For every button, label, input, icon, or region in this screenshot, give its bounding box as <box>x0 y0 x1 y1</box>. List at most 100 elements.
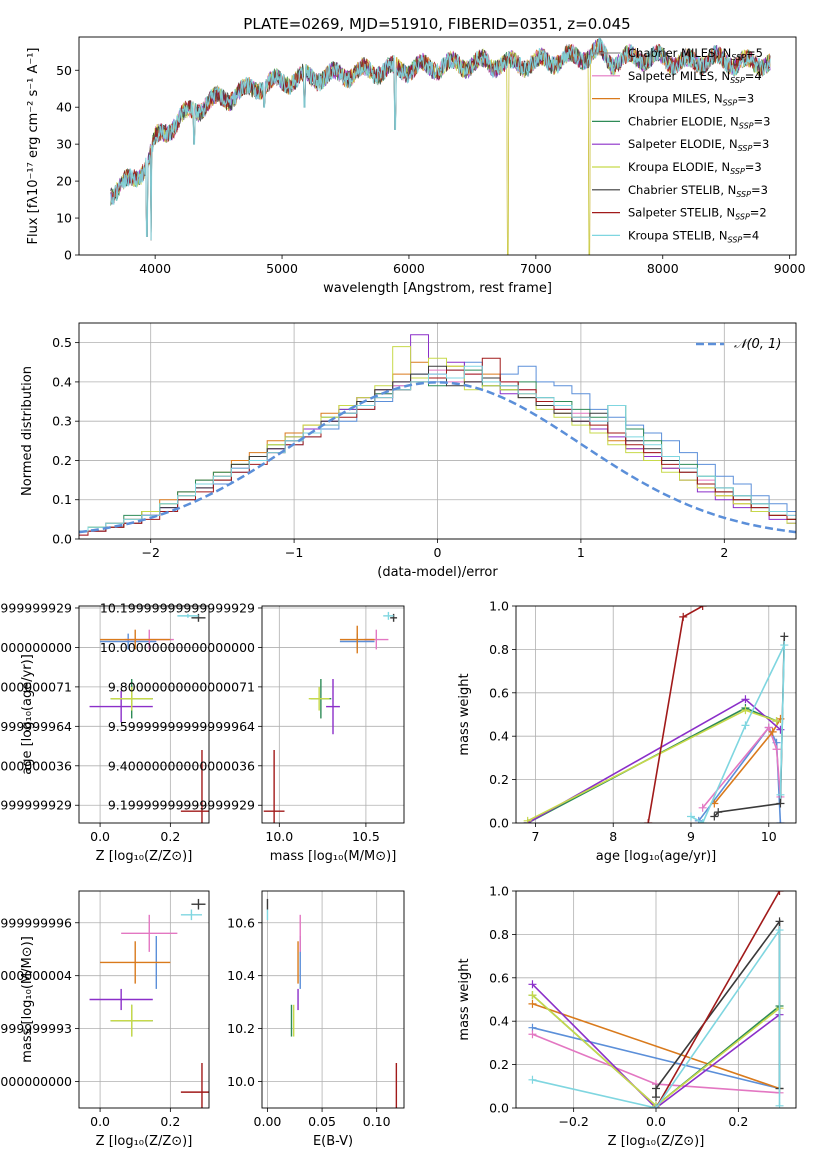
errorbar-point-3 <box>100 629 171 650</box>
legend-prefix: Kroupa MILES, N <box>628 92 723 106</box>
x-axis-label: age [log₁₀(age/yr)] <box>596 849 717 864</box>
weight-marker <box>776 819 785 823</box>
x-tick-label: −0.2 <box>558 1114 588 1129</box>
y-tick-label: 9.19999999999999929 <box>0 798 72 813</box>
x-tick-label: 7000 <box>520 261 552 276</box>
y-axis-label: mass [log₁₀(M/M⊙)] <box>20 936 35 1063</box>
weight-marker <box>775 1101 784 1108</box>
errorbar-point-2 <box>121 914 178 952</box>
y-tick-label: 10.19999999999999929 <box>100 600 255 615</box>
spectrum-series <box>110 37 771 255</box>
weight-line-1 <box>532 1026 780 1090</box>
errorbar-point-6 <box>308 686 330 711</box>
y-tick-label: 10.4000000000000004 <box>0 968 72 983</box>
weight-line-5 <box>527 698 781 823</box>
y-tick-label: 50 <box>56 63 72 78</box>
y-tick-label: 10.6 <box>227 915 255 930</box>
weight-marker <box>775 926 784 935</box>
x-tick-label: 5000 <box>266 261 298 276</box>
plot-frame <box>515 890 797 1109</box>
errorbar-point-5 <box>89 988 153 1011</box>
y-tick-label: 0.8 <box>489 642 509 657</box>
age-vs-mass-points <box>263 611 398 823</box>
errorbar-point-5 <box>89 690 153 723</box>
weight-marker <box>698 803 707 812</box>
legend-prefix: Salpeter ELODIE, N <box>628 137 738 151</box>
legend-suffix: =3 <box>745 160 762 174</box>
x-tick-label: 0.0 <box>90 829 110 844</box>
weight-line-3 <box>532 1003 780 1090</box>
y-tick-label: 1.0 <box>489 884 509 899</box>
legend-suffix: =3 <box>737 92 754 106</box>
x-tick-label: −1 <box>285 545 303 560</box>
y-tick-label: 10.2 <box>227 1021 255 1036</box>
legend-suffix: =4 <box>745 69 762 83</box>
plot-frame <box>515 605 797 824</box>
legend-prefix: Kroupa STELIB, N <box>628 228 728 242</box>
legend-sub: SSP <box>730 76 745 85</box>
legend-suffix: =5 <box>746 46 763 60</box>
y-tick-label: 0.1 <box>52 492 72 507</box>
x-tick-label: 0.2 <box>728 1114 748 1129</box>
legend-sub: SSP <box>735 213 750 222</box>
y-tick-label: 30 <box>56 137 72 152</box>
legend-suffix: =3 <box>752 137 769 151</box>
weight-marker <box>698 819 707 823</box>
errorbar-point-6 <box>110 686 153 711</box>
weight-marker <box>698 606 707 610</box>
y-tick-label: 0.4 <box>489 729 509 744</box>
x-tick-label: 4000 <box>139 261 171 276</box>
plot-frame <box>78 36 797 256</box>
x-tick-label: 9 <box>687 829 695 844</box>
weight-marker <box>776 790 785 799</box>
errorbar-point-9 <box>180 909 202 921</box>
weight-marker <box>741 721 750 730</box>
errorbar-point-1 <box>100 633 157 650</box>
x-axis-label: mass [log₁₀(M/M⊙)] <box>270 849 397 864</box>
x-tick-label: 8000 <box>647 261 679 276</box>
spectrum-panel: 4000 5000 6000 7000 8000 9000 0 10 20 30 40 50 wavel… <box>26 36 806 296</box>
legend-sub: SSP <box>739 121 754 130</box>
legend-sub: SSP <box>730 167 745 176</box>
y-tick-label: 0.2 <box>489 1057 509 1072</box>
errorbar-point-3 <box>100 941 171 984</box>
charts-root: 4000 5000 6000 7000 8000 900001020304050wavel… <box>0 36 806 1149</box>
y-axis-label: mass weight <box>457 673 472 755</box>
plot-frame <box>78 605 210 824</box>
legend-prefix: Salpeter STELIB, N <box>628 206 735 220</box>
gaussian-legend-label: 𝒩(0, 1) <box>734 337 781 352</box>
weight-marker <box>768 727 777 736</box>
x-axis-label: Z [log₁₀(Z/Z⊙)] <box>96 849 193 864</box>
y-tick-label: 10 <box>56 211 72 226</box>
weight-line-9 <box>532 927 781 1108</box>
y-axis-label: age [log₁₀(age/yr)] <box>20 654 35 775</box>
age-vs-Z-panel: 0.0 0.2 9.19999999999999929 9.4000000000000… <box>0 600 210 864</box>
y-tick-label: 0 <box>64 248 72 263</box>
legend-prefix: Kroupa ELODIE, N <box>628 160 730 174</box>
weight-marker <box>679 612 688 621</box>
weight-marker <box>687 812 695 821</box>
y-tick-label: 9.59999999999999964 <box>0 719 72 734</box>
errorbar-point-9 <box>177 613 199 618</box>
y-tick-label: 10.0 <box>227 1074 255 1089</box>
y-axis-label: Flux [fλ10⁻¹⁷ erg cm⁻² s⁻¹ A⁻¹] <box>26 48 41 245</box>
y-tick-label: 0.2 <box>489 772 509 787</box>
weight-vs-Z-series <box>528 891 784 1108</box>
y-tick-label: 0.6 <box>489 970 509 985</box>
errorbar-point-8 <box>263 750 285 823</box>
residuals-panel: −2 −1 0 1 2 0.0 0.1 0.2 0.3 0.4 0.5 (data-model)/er… <box>20 322 797 580</box>
y-tick-label: 9.40000000000000036 <box>0 758 72 773</box>
plot-frame <box>78 322 797 540</box>
y-tick-label: 9.80000000000000071 <box>0 679 72 694</box>
legend-entry: Salpeter STELIB, NSSP=2 <box>628 206 767 222</box>
weight-marker <box>528 991 537 1000</box>
legend-entry: Kroupa MILES, NSSP=3 <box>628 92 754 108</box>
weight-marker <box>644 819 653 823</box>
weight-vs-Z-panel: −0.2 0.0 0.2 0.0 0.2 0.4 0.6 0.8 1.0 Z [log₁₀(Z/Z… <box>457 884 797 1149</box>
legend-prefix: Chabrier STELIB, N <box>628 183 736 197</box>
weight-marker <box>772 717 781 726</box>
x-axis-label: Z [log₁₀(Z/Z⊙)] <box>608 1134 705 1149</box>
legend-entry: Kroupa ELODIE, NSSP=3 <box>628 160 762 176</box>
plot-frame <box>78 890 210 1109</box>
